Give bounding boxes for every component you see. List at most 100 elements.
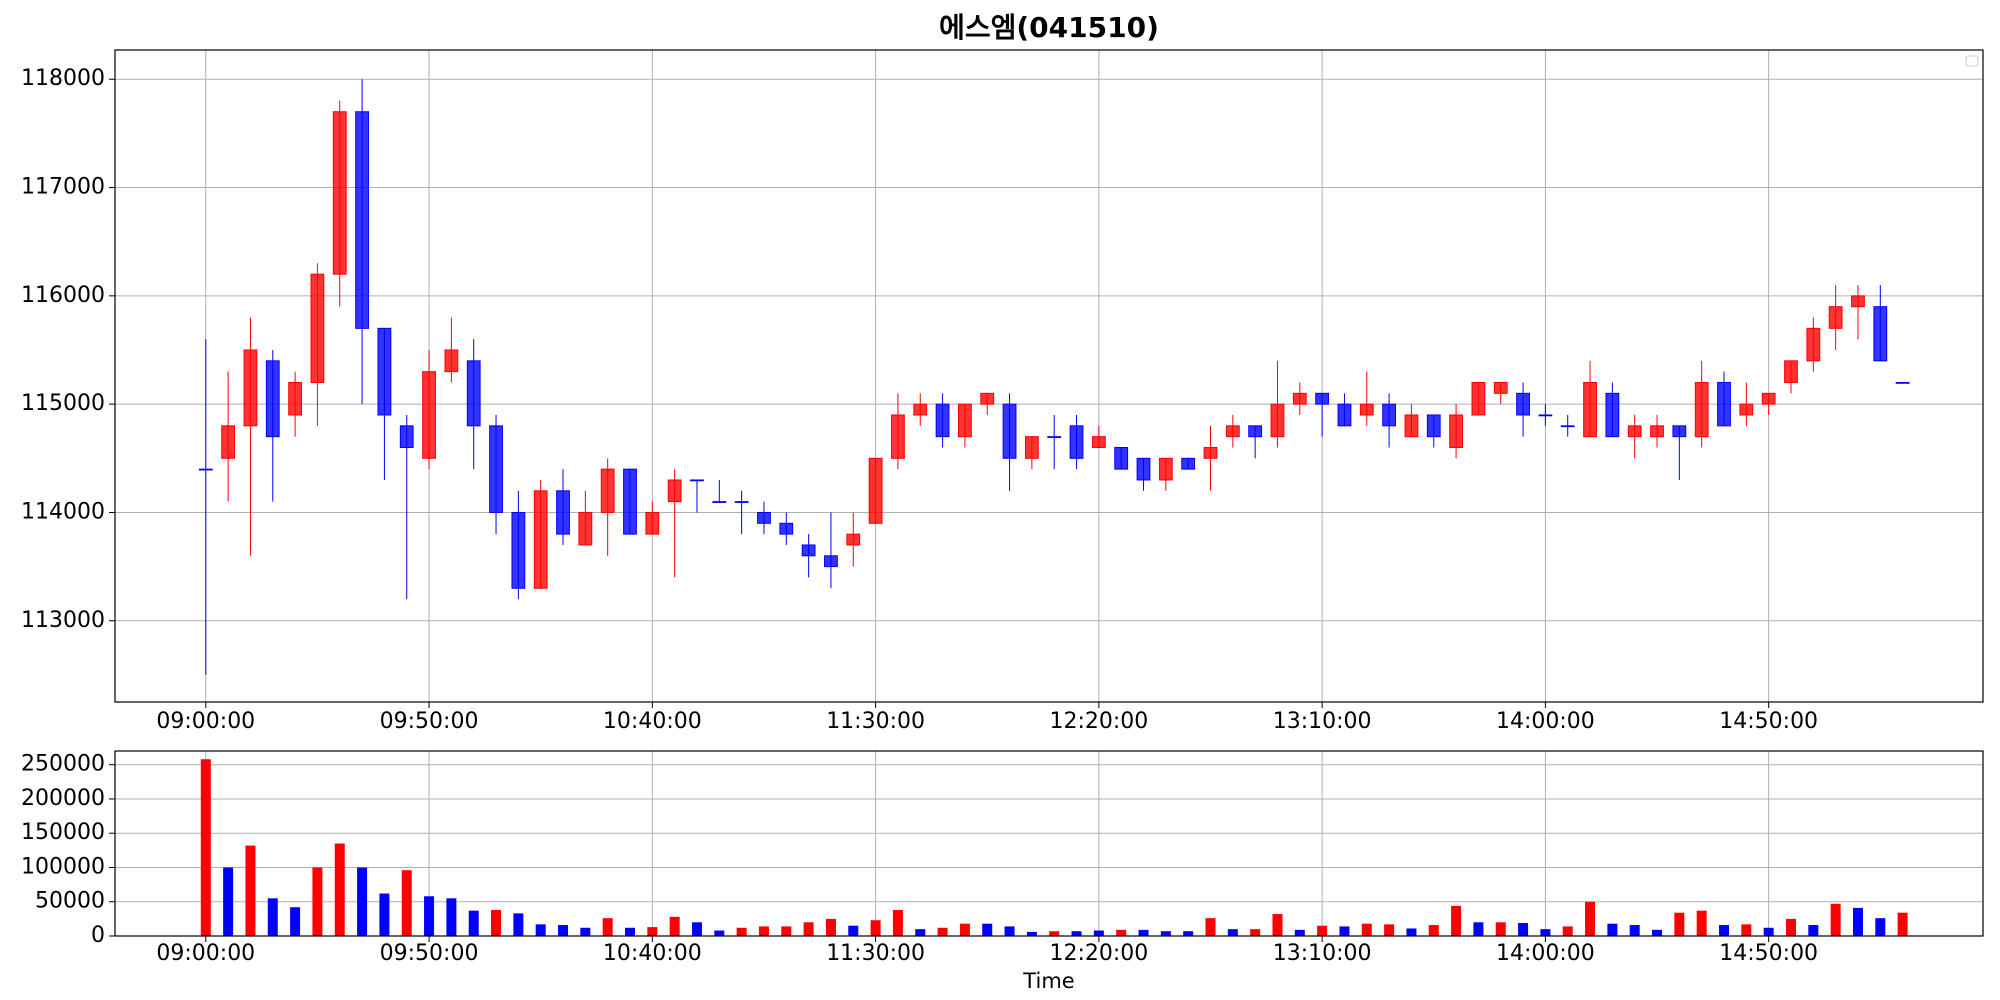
y-tick-label: 50000 xyxy=(35,889,105,914)
volume-bar xyxy=(669,916,680,936)
volume-bar xyxy=(334,843,345,936)
candle-body xyxy=(489,425,503,513)
volume-bar xyxy=(1116,929,1127,936)
volume-bar xyxy=(803,922,814,936)
candle-body xyxy=(1672,425,1687,438)
volume-bar xyxy=(1540,929,1551,936)
candle-body xyxy=(1538,414,1553,417)
candle-body xyxy=(1225,425,1240,438)
candle-body xyxy=(1359,403,1374,416)
volume-bar xyxy=(558,925,569,936)
candle-body xyxy=(1382,403,1397,427)
candle-body xyxy=(1292,392,1307,405)
candle-body xyxy=(913,403,928,416)
volume-bar xyxy=(602,918,613,936)
x-axis-label: Time xyxy=(1022,969,1074,993)
candle-body xyxy=(377,327,392,416)
candle-body xyxy=(1136,457,1151,481)
volume-bar xyxy=(691,922,702,936)
candle-body xyxy=(1114,446,1129,470)
volume-bar xyxy=(781,926,792,936)
volume-bar xyxy=(758,926,769,936)
volume-bar xyxy=(1227,929,1238,936)
volume-bar xyxy=(714,930,725,936)
y-tick-label: 116000 xyxy=(21,283,105,308)
candle-body xyxy=(1828,306,1843,329)
volume-bar xyxy=(892,909,903,936)
candle-body xyxy=(1560,425,1575,428)
candle-body xyxy=(1493,381,1508,394)
volume-bar xyxy=(1428,925,1439,936)
legend-box xyxy=(1965,55,1979,67)
candle-body xyxy=(399,425,414,448)
candle-body xyxy=(801,544,816,557)
volume-bar xyxy=(1495,922,1506,936)
volume-bar xyxy=(468,910,479,936)
candle-body xyxy=(533,490,548,589)
volume-bar xyxy=(1562,926,1573,936)
volume-bar xyxy=(1294,929,1305,936)
volume-bar xyxy=(1138,929,1149,936)
x-tick-label: 10:40:00 xyxy=(603,941,702,966)
volume-bar xyxy=(491,909,502,936)
volume-bar xyxy=(513,913,524,936)
volume-bar xyxy=(357,867,368,936)
volume-bar xyxy=(223,867,234,936)
x-tick-label: 14:50:00 xyxy=(1719,941,1818,966)
x-tick-label: 09:50:00 xyxy=(380,941,479,966)
candle-body xyxy=(757,511,771,524)
candle-body xyxy=(980,392,995,405)
volume-bar xyxy=(1518,922,1529,936)
candle-body xyxy=(198,468,213,471)
volume-bar xyxy=(1451,905,1462,936)
x-tick-label: 11:30:00 xyxy=(826,709,925,734)
candle-body xyxy=(310,273,325,383)
x-tick-label: 10:40:00 xyxy=(603,709,702,734)
volume-bar xyxy=(1093,930,1104,936)
volume-bar xyxy=(848,925,859,936)
x-tick-label: 14:00:00 xyxy=(1496,941,1595,966)
candle-body xyxy=(1717,381,1731,427)
volume-bar xyxy=(1026,931,1037,936)
volume-bar xyxy=(1897,912,1908,936)
volume-bar xyxy=(1719,925,1730,936)
volume-bar xyxy=(1875,918,1886,936)
volume-bar xyxy=(1763,927,1774,936)
y-tick-label: 150000 xyxy=(21,820,105,845)
volume-bar xyxy=(1272,914,1283,936)
volume-bar xyxy=(625,927,636,936)
volume-bar xyxy=(424,896,435,936)
y-tick-label: 118000 xyxy=(21,66,105,91)
candle-body xyxy=(1069,425,1084,459)
x-tick-label: 12:20:00 xyxy=(1049,941,1148,966)
volume-bar xyxy=(870,920,881,936)
x-tick-label: 09:50:00 xyxy=(380,709,479,734)
candle-body xyxy=(667,479,682,503)
candle-body xyxy=(1404,414,1419,438)
y-tick-label: 200000 xyxy=(21,786,105,811)
candle-body xyxy=(712,501,727,503)
volume-bar xyxy=(1361,923,1372,936)
chart-title: 에스엠(041510) xyxy=(939,11,1159,44)
volume-bar xyxy=(1384,924,1395,936)
candle-body xyxy=(868,457,883,524)
x-tick-label: 11:30:00 xyxy=(826,941,925,966)
volume-bar xyxy=(647,927,658,936)
candle-body xyxy=(556,490,570,535)
y-tick-label: 114000 xyxy=(21,499,105,524)
volume-bar xyxy=(1339,926,1350,936)
candle-body xyxy=(1650,425,1664,438)
candle-body xyxy=(1895,381,1910,384)
volume-bar xyxy=(1250,929,1261,936)
plot-frame xyxy=(114,49,1984,703)
candle-body xyxy=(1516,392,1530,416)
candle-body xyxy=(288,381,303,416)
volume-bar xyxy=(1830,903,1841,936)
volume-bar xyxy=(580,927,591,936)
volume-bar xyxy=(1741,924,1752,936)
volume-bar xyxy=(982,923,993,936)
candle-body xyxy=(891,414,905,459)
volume-bar xyxy=(1071,931,1082,936)
plot-frame xyxy=(114,750,1984,937)
